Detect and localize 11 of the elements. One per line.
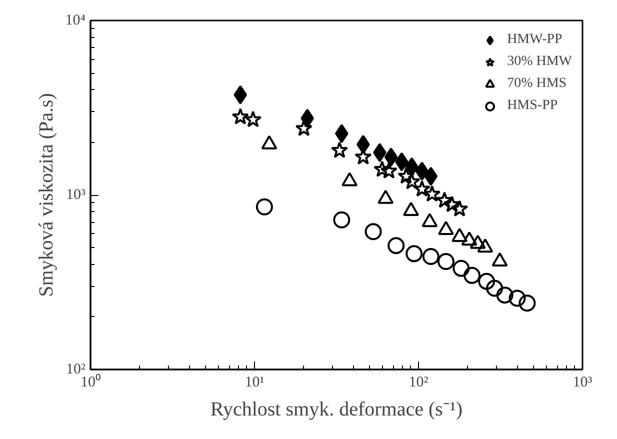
legend-label: 30% HMW [507, 54, 572, 70]
y-tick-label: 10³ [66, 187, 86, 203]
legend-label: HMS-PP [507, 98, 558, 114]
legend-label: HMW-PP [507, 32, 562, 48]
x-tick-label: 10¹ [244, 374, 264, 390]
x-axis-title: Rychlost smyk. deformace (s⁻¹) [210, 398, 463, 420]
y-tick-label: 10⁴ [65, 12, 86, 28]
y-axis-title: Smyková viskozita (Pa.s) [35, 93, 58, 297]
legend-label: 70% HMS [507, 76, 567, 92]
x-tick-label: 10³ [572, 374, 593, 390]
x-tick-label: 10² [408, 374, 429, 390]
